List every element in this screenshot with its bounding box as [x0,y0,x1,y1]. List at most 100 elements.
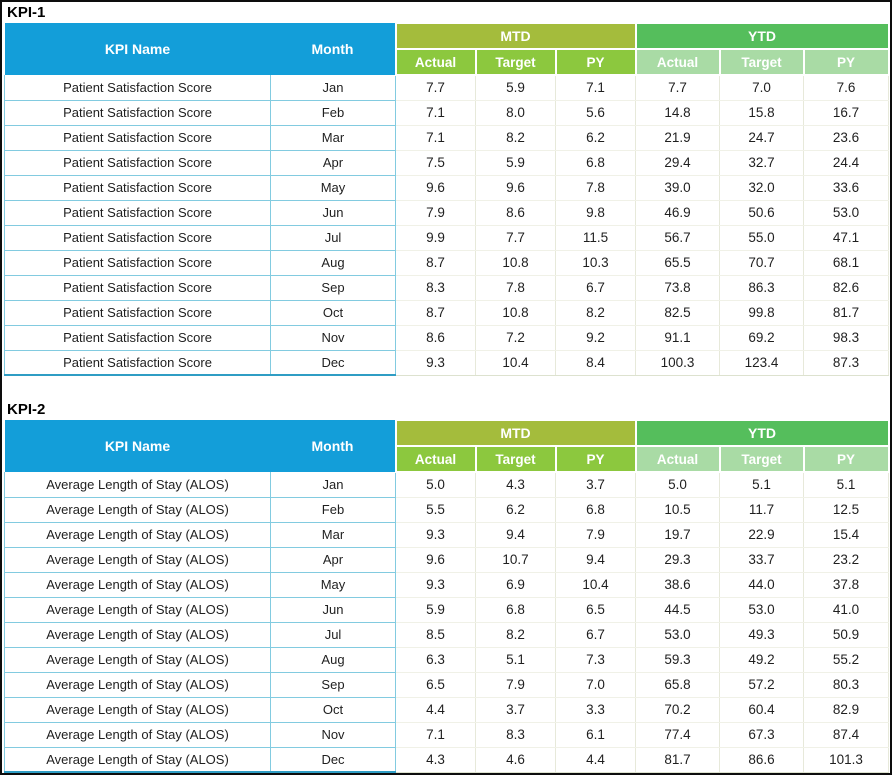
value-cell: 6.9 [475,571,556,598]
value-cell: 8.3 [475,721,556,748]
kpi-name-cell: Patient Satisfaction Score [4,349,271,376]
table-row: Patient Satisfaction Score Dec 9.3 10.4 8.4 1… [4,349,890,376]
month-cell: Nov [270,324,396,351]
value-cell: 7.7 [635,75,721,101]
kpi-name-cell: Average Length of Stay (ALOS) [4,696,271,723]
month-cell: Jun [270,596,396,623]
value-cell: 6.8 [475,596,556,623]
value-cell: 10.4 [554,571,637,598]
table-row: Average Length of Stay (ALOS) Jan 5.0 4.3 3.… [4,472,890,498]
value-cell: 6.8 [554,496,637,523]
value-cell: 50.6 [719,199,805,226]
kpi-name-cell: Patient Satisfaction Score [4,299,271,326]
kpi-name-cell: Average Length of Stay (ALOS) [4,472,271,498]
value-cell: 50.9 [803,621,890,648]
month-cell: Oct [270,696,396,723]
value-cell: 7.5 [395,149,476,176]
value-cell: 11.7 [719,496,805,523]
value-cell: 8.6 [395,324,476,351]
kpi-1-table-header: KPI Name Month MTD YTD Actual Target PY … [4,22,890,76]
kpi-name-cell: Patient Satisfaction Score [4,149,271,176]
kpi-name-cell: Patient Satisfaction Score [4,174,271,201]
table-row: Average Length of Stay (ALOS) Jun 5.9 6.8 6.… [4,596,890,623]
value-cell: 56.7 [635,224,721,251]
month-cell: Dec [270,349,396,376]
ytd-group-header: YTD [634,22,890,50]
kpi-2-table-header: KPI Name Month MTD YTD Actual Target PY … [4,419,890,473]
value-cell: 7.1 [395,124,476,151]
kpi-name-column-header: KPI Name [4,23,271,75]
value-cell: 9.6 [395,546,476,573]
month-cell: Jan [270,75,396,101]
ytd-target-header: Target [718,48,805,76]
value-cell: 9.3 [395,349,476,376]
value-cell: 37.8 [803,571,890,598]
kpi-name-cell: Average Length of Stay (ALOS) [4,521,271,548]
value-cell: 9.2 [554,324,637,351]
kpi-2-title: KPI-2 [7,401,46,418]
ytd-py-header: PY [802,445,890,473]
value-cell: 81.7 [803,299,890,326]
value-cell: 6.3 [395,646,476,673]
value-cell: 87.3 [803,349,890,376]
value-cell: 60.4 [719,696,805,723]
kpi-name-cell: Patient Satisfaction Score [4,249,271,276]
value-cell: 98.3 [803,324,890,351]
value-cell: 86.3 [719,274,805,301]
ytd-actual-header: Actual [634,445,721,473]
value-cell: 33.6 [803,174,890,201]
value-cell: 7.0 [554,671,637,698]
table-row: Patient Satisfaction Score May 9.6 9.6 7.8 39… [4,174,890,201]
value-cell: 6.1 [554,721,637,748]
value-cell: 8.0 [475,99,556,126]
mtd-group-header: MTD [394,419,637,447]
value-cell: 70.7 [719,249,805,276]
value-cell: 87.4 [803,721,890,748]
ytd-py-header: PY [802,48,890,76]
kpi-name-cell: Average Length of Stay (ALOS) [4,621,271,648]
value-cell: 7.7 [395,75,476,101]
value-cell: 9.9 [395,224,476,251]
value-cell: 10.4 [475,349,556,376]
value-cell: 32.7 [719,149,805,176]
kpi-name-cell: Average Length of Stay (ALOS) [4,721,271,748]
kpi-name-cell: Average Length of Stay (ALOS) [4,571,271,598]
value-cell: 32.0 [719,174,805,201]
value-cell: 9.4 [554,546,637,573]
table-row: Patient Satisfaction Score Aug 8.7 10.8 10.3… [4,249,890,276]
month-cell: Aug [270,249,396,276]
value-cell: 67.3 [719,721,805,748]
value-cell: 46.9 [635,199,721,226]
value-cell: 4.4 [395,696,476,723]
value-cell: 7.1 [395,99,476,126]
table-row: Patient Satisfaction Score Jan 7.7 5.9 7.1 7.… [4,75,890,101]
value-cell: 6.5 [395,671,476,698]
value-cell: 5.0 [635,472,721,498]
value-cell: 15.8 [719,99,805,126]
kpi-name-cell: Patient Satisfaction Score [4,124,271,151]
value-cell: 53.0 [719,596,805,623]
value-cell: 8.6 [475,199,556,226]
value-cell: 10.3 [554,249,637,276]
value-cell: 86.6 [719,746,805,773]
table-row: Average Length of Stay (ALOS) Aug 6.3 5.1 7.… [4,646,890,673]
table-row: Average Length of Stay (ALOS) Oct 4.4 3.7 3.… [4,696,890,723]
month-cell: Jul [270,224,396,251]
month-cell: Jul [270,621,396,648]
value-cell: 5.9 [395,596,476,623]
table-row: Average Length of Stay (ALOS) Nov 7.1 8.3 6.… [4,721,890,748]
value-cell: 65.8 [635,671,721,698]
value-cell: 55.0 [719,224,805,251]
value-cell: 47.1 [803,224,890,251]
value-cell: 14.8 [635,99,721,126]
value-cell: 4.4 [554,746,637,773]
table-row: Average Length of Stay (ALOS) Jul 8.5 8.2 6.… [4,621,890,648]
value-cell: 23.6 [803,124,890,151]
mtd-actual-header: Actual [394,48,477,76]
value-cell: 5.9 [475,149,556,176]
value-cell: 49.2 [719,646,805,673]
kpi-2-table: KPI Name Month MTD YTD Actual Target PY … [4,419,890,773]
month-cell: Apr [270,149,396,176]
month-cell: Jan [270,472,396,498]
